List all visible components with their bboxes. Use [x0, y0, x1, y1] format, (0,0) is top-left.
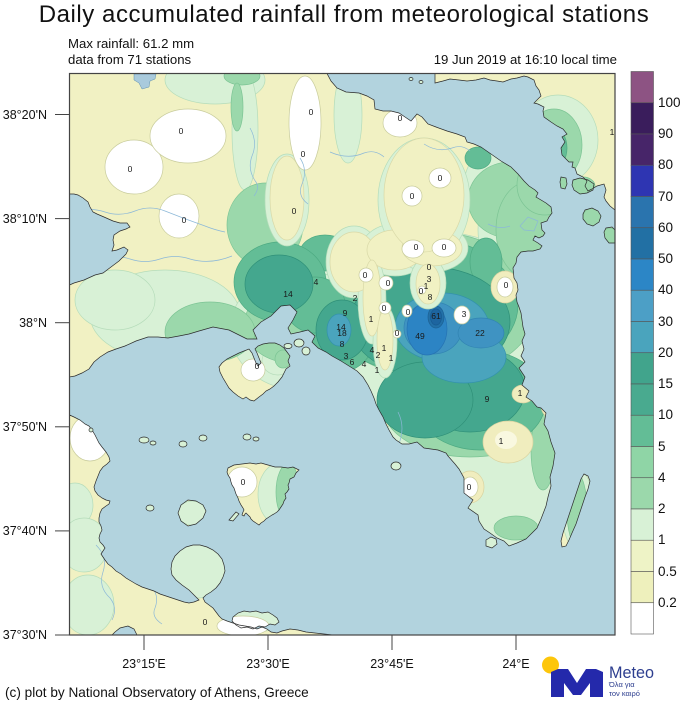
svg-text:0: 0 [128, 164, 133, 174]
svg-text:23°30'E: 23°30'E [246, 657, 290, 671]
svg-text:2: 2 [376, 350, 381, 360]
svg-text:0: 0 [203, 617, 208, 627]
svg-text:60: 60 [658, 220, 673, 235]
svg-text:100: 100 [658, 95, 681, 110]
svg-text:1: 1 [375, 365, 380, 375]
svg-text:4: 4 [658, 470, 666, 485]
svg-text:1: 1 [389, 353, 394, 363]
svg-text:0: 0 [382, 303, 387, 313]
svg-text:0: 0 [427, 262, 432, 272]
svg-text:1: 1 [382, 343, 387, 353]
svg-text:37°50'N: 37°50'N [3, 420, 47, 434]
svg-text:38°10'N: 38°10'N [3, 212, 47, 226]
svg-text:15: 15 [658, 376, 673, 391]
svg-text:0: 0 [438, 173, 443, 183]
svg-text:9: 9 [485, 394, 490, 404]
svg-text:61: 61 [431, 311, 441, 321]
svg-text:3: 3 [344, 351, 349, 361]
svg-text:14: 14 [283, 289, 293, 299]
svg-text:18: 18 [337, 328, 347, 338]
svg-text:14: 14 [336, 322, 346, 332]
svg-text:23°45'E: 23°45'E [370, 657, 414, 671]
svg-text:0: 0 [442, 242, 447, 252]
svg-text:19 Jun 2019 at 16:10 local tim: 19 Jun 2019 at 16:10 local time [434, 52, 617, 67]
svg-text:0.2: 0.2 [658, 595, 677, 610]
svg-text:22: 22 [475, 328, 485, 338]
svg-text:4: 4 [314, 277, 319, 287]
svg-text:1: 1 [499, 436, 504, 446]
svg-text:data from 71 stations: data from 71 stations [68, 52, 192, 67]
svg-text:38°N: 38°N [19, 316, 47, 330]
svg-text:2: 2 [353, 293, 358, 303]
svg-text:10: 10 [658, 407, 673, 422]
svg-text:8: 8 [340, 339, 345, 349]
svg-text:0: 0 [309, 107, 314, 117]
svg-text:0: 0 [179, 126, 184, 136]
svg-text:2: 2 [658, 501, 666, 516]
svg-text:0: 0 [301, 149, 306, 159]
svg-text:0: 0 [410, 191, 415, 201]
svg-text:0: 0 [398, 113, 403, 123]
svg-text:0: 0 [467, 482, 472, 492]
svg-text:1: 1 [369, 314, 374, 324]
svg-text:80: 80 [658, 157, 673, 172]
svg-text:Όλα για: Όλα για [608, 680, 635, 689]
svg-text:4: 4 [362, 359, 367, 369]
svg-text:40: 40 [658, 282, 673, 297]
svg-text:37°30'N: 37°30'N [3, 628, 47, 642]
svg-text:0.5: 0.5 [658, 564, 677, 579]
svg-text:1: 1 [658, 532, 666, 547]
svg-text:9: 9 [343, 308, 348, 318]
svg-text:49: 49 [415, 331, 425, 341]
svg-text:0: 0 [414, 242, 419, 252]
svg-text:6: 6 [350, 357, 355, 367]
svg-text:(c) plot by National Observato: (c) plot by National Observatory of Athe… [5, 685, 309, 700]
svg-text:30: 30 [658, 314, 673, 329]
svg-text:3: 3 [427, 274, 432, 284]
svg-text:Meteo: Meteo [609, 664, 654, 682]
svg-text:1: 1 [424, 281, 429, 291]
svg-text:3: 3 [462, 309, 467, 319]
svg-text:0: 0 [182, 215, 187, 225]
svg-text:Daily accumulated rainfall fro: Daily accumulated rainfall from meteorol… [39, 1, 650, 28]
svg-text:23°15'E: 23°15'E [122, 657, 166, 671]
svg-text:0: 0 [363, 270, 368, 280]
svg-text:0: 0 [395, 328, 400, 338]
svg-text:0: 0 [241, 477, 246, 487]
svg-text:0: 0 [386, 278, 391, 288]
svg-text:1: 1 [610, 127, 615, 137]
svg-text:37°40'N: 37°40'N [3, 524, 47, 538]
svg-text:Max rainfall: 61.2 mm: Max rainfall: 61.2 mm [68, 36, 194, 51]
svg-text:0: 0 [292, 206, 297, 216]
svg-text:20: 20 [658, 345, 673, 360]
svg-text:5: 5 [658, 439, 666, 454]
svg-text:0: 0 [504, 280, 509, 290]
svg-text:90: 90 [658, 126, 673, 141]
svg-text:24°E: 24°E [502, 657, 529, 671]
svg-text:70: 70 [658, 189, 673, 204]
svg-text:1: 1 [518, 388, 523, 398]
svg-text:8: 8 [428, 292, 433, 302]
svg-text:50: 50 [658, 251, 673, 266]
svg-text:0: 0 [255, 361, 260, 371]
svg-text:38°20'N: 38°20'N [3, 108, 47, 122]
svg-text:0: 0 [406, 307, 411, 317]
svg-text:4: 4 [370, 345, 375, 355]
svg-text:0: 0 [419, 286, 424, 296]
svg-text:τον καιρό: τον καιρό [609, 689, 640, 698]
